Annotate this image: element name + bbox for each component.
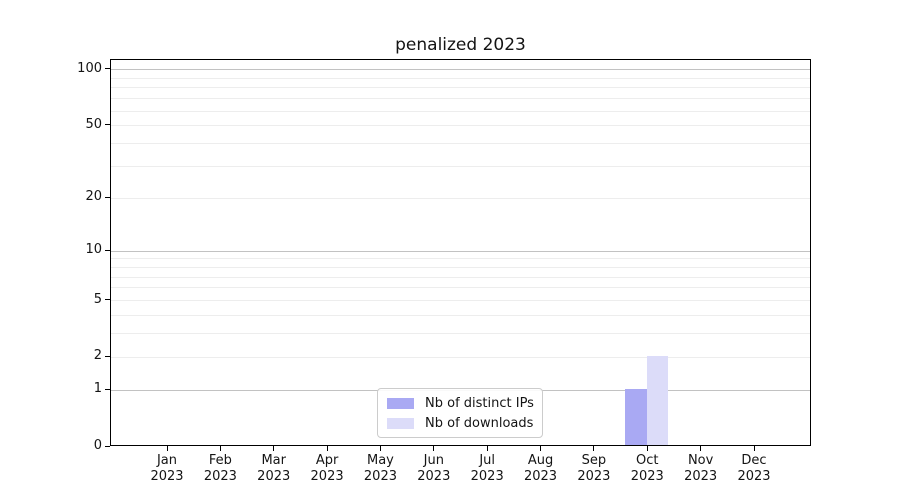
y-gridline-minor-3 bbox=[111, 333, 810, 335]
x-tick-label-month: Feb bbox=[208, 453, 232, 468]
x-tick-label-year: 2023 bbox=[470, 469, 504, 484]
y-tick-label-10: 10 bbox=[85, 242, 102, 258]
legend-entry-nb-of-distinct-ips: Nb of distinct IPs bbox=[387, 395, 534, 411]
y-gridline-major-100 bbox=[111, 69, 810, 71]
y-gridline-minor-30 bbox=[111, 165, 810, 167]
x-tick-label-month: Apr bbox=[315, 453, 339, 468]
x-tick-label-year: 2023 bbox=[417, 469, 451, 484]
y-tickmark-0 bbox=[105, 445, 110, 447]
x-tick-label-year: 2023 bbox=[150, 469, 184, 484]
y-tick-label-2: 2 bbox=[93, 348, 102, 364]
x-tick-label-month: Dec bbox=[741, 453, 767, 468]
y-tick-label-50: 50 bbox=[85, 116, 102, 132]
x-tickmark-aug bbox=[540, 446, 542, 451]
y-tick-label-1: 1 bbox=[93, 381, 102, 397]
y-gridline-minor-4 bbox=[111, 314, 810, 316]
y-tick-label-20: 20 bbox=[85, 189, 102, 205]
x-tick-label-jul: Jul 2023 bbox=[459, 453, 515, 485]
legend-swatch-nb-of-downloads bbox=[387, 417, 414, 429]
y-tickmark-5 bbox=[105, 299, 110, 301]
y-gridline-minor-6 bbox=[111, 287, 810, 289]
bar-oct-nb-of-downloads bbox=[646, 355, 669, 446]
plot-area: Nb of distinct IPs Nb of downloads bbox=[110, 59, 811, 446]
y-tickmark-20 bbox=[105, 196, 110, 198]
x-tick-label-year: 2023 bbox=[203, 469, 237, 484]
x-tick-label-feb: Feb 2023 bbox=[192, 453, 248, 485]
x-tick-label-may: May 2023 bbox=[352, 453, 408, 485]
y-gridline-minor-50 bbox=[111, 125, 810, 127]
x-tick-label-sep: Sep 2023 bbox=[566, 453, 622, 485]
x-tickmark-dec bbox=[753, 446, 755, 451]
y-gridline-minor-5 bbox=[111, 300, 810, 302]
y-gridline-minor-7 bbox=[111, 276, 810, 278]
y-tick-label-5: 5 bbox=[93, 291, 102, 307]
x-tick-label-dec: Dec 2023 bbox=[726, 453, 782, 485]
x-tick-label-year: 2023 bbox=[737, 469, 771, 484]
x-tick-label-nov: Nov 2023 bbox=[673, 453, 729, 485]
x-tickmark-oct bbox=[646, 446, 648, 451]
y-gridline-minor-2 bbox=[111, 356, 810, 358]
x-tick-label-year: 2023 bbox=[363, 469, 397, 484]
y-gridline-minor-60 bbox=[111, 110, 810, 112]
x-tick-label-jan: Jan 2023 bbox=[139, 453, 195, 485]
x-tickmark-mar bbox=[273, 446, 275, 451]
y-gridline-major-10 bbox=[111, 250, 810, 252]
legend-label-nb-of-downloads: Nb of downloads bbox=[425, 415, 534, 431]
y-tickmark-1 bbox=[105, 388, 110, 390]
x-tick-label-apr: Apr 2023 bbox=[299, 453, 355, 485]
x-tick-label-jun: Jun 2023 bbox=[406, 453, 462, 485]
x-tickmark-nov bbox=[700, 446, 702, 451]
x-tickmark-jan bbox=[166, 446, 168, 451]
x-tickmark-may bbox=[379, 446, 381, 451]
x-tick-label-month: Jan bbox=[156, 453, 178, 468]
y-tick-label-0: 0 bbox=[93, 438, 102, 453]
y-gridline-minor-8 bbox=[111, 266, 810, 268]
x-tick-label-month: Aug bbox=[527, 453, 554, 468]
y-tick-label-100: 100 bbox=[77, 60, 102, 76]
y-gridline-minor-70 bbox=[111, 98, 810, 100]
y-gridline-minor-90 bbox=[111, 77, 810, 79]
legend-swatch-nb-of-distinct-ips bbox=[387, 397, 414, 409]
x-tick-label-year: 2023 bbox=[684, 469, 718, 484]
x-tickmark-feb bbox=[219, 446, 221, 451]
y-gridline-minor-80 bbox=[111, 87, 810, 89]
x-tick-label-year: 2023 bbox=[523, 469, 558, 484]
x-tick-label-month: May bbox=[367, 453, 394, 468]
x-tickmark-jun bbox=[433, 446, 435, 451]
x-tickmark-apr bbox=[326, 446, 328, 451]
x-tick-label-year: 2023 bbox=[577, 469, 611, 484]
legend: Nb of distinct IPs Nb of downloads bbox=[377, 388, 543, 438]
x-tick-label-year: 2023 bbox=[257, 469, 291, 484]
y-tickmark-50 bbox=[105, 124, 110, 126]
y-gridline-minor-20 bbox=[111, 197, 810, 199]
x-tick-label-month: Oct bbox=[636, 453, 659, 468]
legend-label-nb-of-distinct-ips: Nb of distinct IPs bbox=[425, 395, 534, 411]
x-tick-label-month: Nov bbox=[687, 453, 714, 468]
chart-title: penalized 2023 bbox=[395, 35, 526, 55]
x-tick-label-oct: Oct 2023 bbox=[619, 453, 675, 485]
y-tickmark-2 bbox=[105, 355, 110, 357]
x-tick-label-month: Jul bbox=[479, 453, 496, 468]
y-tickmark-10 bbox=[105, 249, 110, 251]
x-tick-label-year: 2023 bbox=[630, 469, 664, 484]
bar-oct-nb-of-distinct-ips bbox=[625, 388, 647, 446]
x-tick-label-aug: Aug 2023 bbox=[513, 453, 569, 485]
x-tick-label-month: Jun bbox=[423, 453, 444, 468]
legend-entry-nb-of-downloads: Nb of downloads bbox=[387, 415, 533, 431]
x-tick-label-year: 2023 bbox=[310, 469, 344, 484]
x-tickmark-jul bbox=[486, 446, 488, 451]
x-tick-label-month: Mar bbox=[261, 453, 286, 468]
x-tick-label-mar: Mar 2023 bbox=[246, 453, 302, 485]
y-gridline-minor-9 bbox=[111, 258, 810, 260]
y-gridline-minor-40 bbox=[111, 143, 810, 145]
x-tick-label-month: Sep bbox=[581, 453, 607, 468]
y-tickmark-100 bbox=[105, 68, 110, 70]
x-tickmark-sep bbox=[593, 446, 595, 451]
